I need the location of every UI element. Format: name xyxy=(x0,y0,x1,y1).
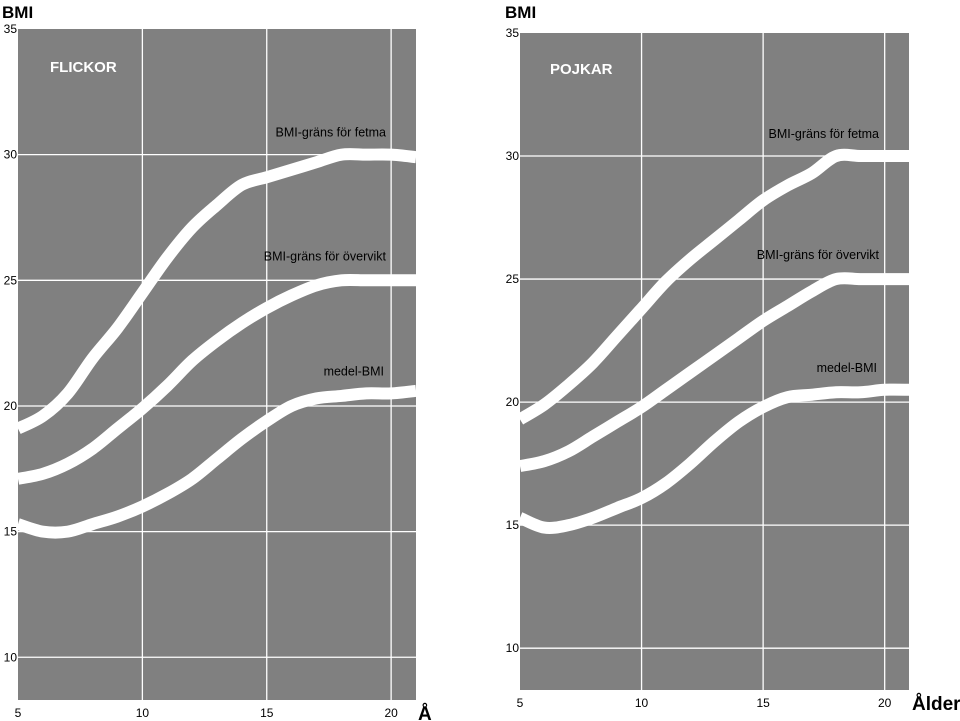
series-line-medel-bmi xyxy=(18,384,416,539)
y-tick-label: 15 xyxy=(4,525,18,539)
y-tick-label: 20 xyxy=(506,395,520,409)
series-label-medel-bmi: medel-BMI xyxy=(817,361,877,375)
x-tick-label: 10 xyxy=(635,696,649,710)
series-label-medel-bmi: medel-BMI xyxy=(324,364,384,378)
y-tick-label: 10 xyxy=(506,641,520,655)
curves xyxy=(520,148,909,534)
y-axis-title: BMI xyxy=(2,3,33,22)
series-line-bmi-grans-for-fetma xyxy=(18,148,416,435)
panel-title: POJKAR xyxy=(550,61,613,78)
panel-pojkar: 10 15 20 25 30 35 5 10 15 20 BMI Ålder POJKAR BMI-grä… xyxy=(505,3,960,715)
series-line-bmi-grans-for-overvikt xyxy=(18,273,416,485)
x-tick-label: 5 xyxy=(15,706,22,720)
x-tick-label: 20 xyxy=(878,696,892,710)
series-label-bmi-grans-for-overvikt: BMI-gräns för övervikt xyxy=(757,248,880,262)
panel-flickor: 10 15 20 25 30 35 5 10 15 20 BMI Å FLICKOR BMI-gräns … xyxy=(2,3,432,721)
y-tick-label: 30 xyxy=(4,148,18,162)
series-label-bmi-grans-for-fetma: BMI-gräns för fetma xyxy=(276,126,386,140)
panel-title: FLICKOR xyxy=(50,59,117,76)
x-tick-label: 5 xyxy=(517,696,524,710)
series-line-medel-bmi xyxy=(520,383,909,534)
y-tick-label: 35 xyxy=(4,22,18,36)
x-tick-label: 20 xyxy=(384,706,398,720)
x-tick-label: 10 xyxy=(136,706,150,720)
x-tick-label: 15 xyxy=(260,706,274,720)
series-line-bmi-grans-for-fetma xyxy=(520,148,909,425)
y-tick-label: 35 xyxy=(506,26,520,40)
y-tick-label: 20 xyxy=(4,399,18,413)
y-axis-title: BMI xyxy=(505,3,536,22)
x-tick-label: 15 xyxy=(756,696,770,710)
y-tick-label: 25 xyxy=(4,273,18,287)
x-axis-title: Å xyxy=(418,704,432,721)
curves xyxy=(18,148,416,539)
series-label-bmi-grans-for-overvikt: BMI-gräns för övervikt xyxy=(264,249,387,263)
y-tick-label: 25 xyxy=(506,272,520,286)
series-line-bmi-grans-for-overvikt xyxy=(520,272,909,472)
x-axis-title: Ålder xyxy=(912,694,960,715)
series-label-bmi-grans-for-fetma: BMI-gräns för fetma xyxy=(769,127,879,141)
y-tick-label: 30 xyxy=(506,149,520,163)
y-tick-label: 10 xyxy=(4,650,18,664)
y-tick-label: 15 xyxy=(506,518,520,532)
